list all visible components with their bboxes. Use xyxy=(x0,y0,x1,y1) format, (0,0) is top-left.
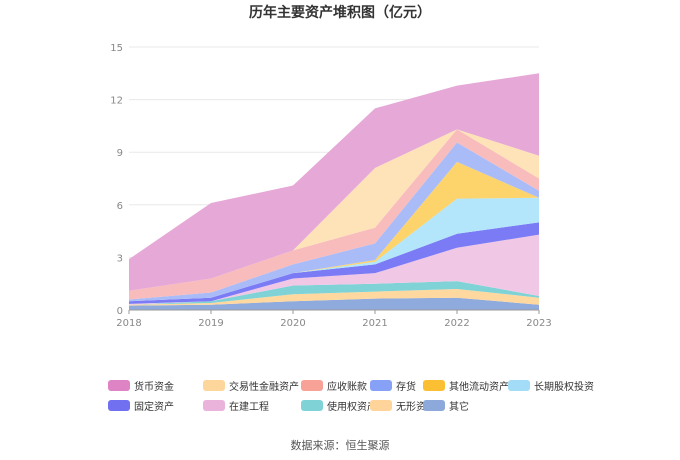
legend-item[interactable]: 其它 xyxy=(423,398,469,413)
area-series-10 xyxy=(129,73,539,291)
legend-label: 长期股权投资 xyxy=(534,381,594,393)
area-series-6 xyxy=(129,161,539,302)
x-tick-label: 2021 xyxy=(362,318,387,329)
x-tick-label: 2019 xyxy=(198,318,223,329)
stacked-areas xyxy=(129,73,539,310)
source-note: 数据来源：恒生聚源 xyxy=(290,439,390,452)
legend-label: 无形资产 xyxy=(396,401,436,413)
legend-swatch xyxy=(108,399,130,411)
legend-label: 货币资金 xyxy=(134,381,174,393)
legend-label: 存货 xyxy=(396,381,416,393)
legend-swatch xyxy=(203,399,225,411)
legend-label: 使用权资产 xyxy=(327,401,377,413)
legend-item[interactable]: 使用权资产 xyxy=(301,398,377,413)
y-tick-label: 12 xyxy=(110,96,123,107)
legend-label: 固定资产 xyxy=(134,401,174,413)
legend-item[interactable]: 长期股权投资 xyxy=(508,378,594,393)
legend-item[interactable]: 在建工程 xyxy=(203,398,269,413)
legend-item[interactable]: 应收账款 xyxy=(301,378,367,393)
area-series-2 xyxy=(129,281,539,305)
legend-swatch xyxy=(370,379,392,391)
legend-label: 应收账款 xyxy=(327,381,367,393)
area-series-4 xyxy=(129,222,539,304)
y-tick-label: 0 xyxy=(117,306,123,317)
area-series-7 xyxy=(129,142,539,302)
legend-swatch xyxy=(203,379,225,391)
y-tick-label: 6 xyxy=(117,201,123,212)
area-series-1 xyxy=(129,288,539,306)
area-series-0 xyxy=(129,297,539,310)
legend-label: 交易性金融资产 xyxy=(229,381,299,393)
chart-title: 历年主要资产堆积图（亿元） xyxy=(249,5,431,21)
legend-label: 在建工程 xyxy=(229,401,269,413)
legend-swatch xyxy=(108,379,130,391)
area-series-5 xyxy=(129,197,539,302)
x-tick-label: 2018 xyxy=(116,318,141,329)
legend-swatch xyxy=(508,379,530,391)
legend-item[interactable]: 货币资金 xyxy=(108,378,174,393)
legend-label: 其它 xyxy=(449,401,469,413)
x-tick-label: 2023 xyxy=(526,318,551,329)
legend-swatch xyxy=(423,399,445,411)
legend-item[interactable]: 交易性金融资产 xyxy=(203,378,299,393)
legend-swatch xyxy=(370,399,392,411)
y-tick-label: 3 xyxy=(117,253,123,264)
legend-label: 其他流动资产 xyxy=(449,381,509,393)
legend-item[interactable]: 固定资产 xyxy=(108,398,174,413)
axes: 0 3 6 9 12 15 2018 2019 2020 2021 2022 2023 xyxy=(110,43,551,329)
area-series-9 xyxy=(129,129,539,291)
legend-item[interactable]: 其他流动资产 xyxy=(423,378,509,393)
legend-swatch xyxy=(301,379,323,391)
legend-item[interactable]: 无形资产 xyxy=(370,398,436,413)
y-tick-label: 15 xyxy=(110,43,123,54)
y-tick-label: 9 xyxy=(117,148,123,159)
legend-item[interactable]: 存货 xyxy=(370,378,416,393)
area-series-3 xyxy=(129,234,539,305)
legend-swatch xyxy=(423,379,445,391)
x-tick-label: 2022 xyxy=(444,318,469,329)
legend-swatch xyxy=(301,399,323,411)
x-tick-label: 2020 xyxy=(280,318,305,329)
